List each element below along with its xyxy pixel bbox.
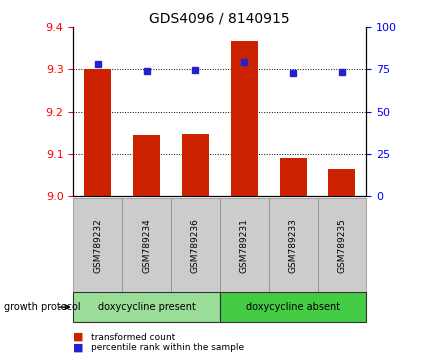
Bar [317,198,365,292]
Bar [230,41,257,196]
Text: GSM789232: GSM789232 [93,218,102,273]
Bar [219,292,366,322]
Bar [181,133,209,196]
Bar [171,198,219,292]
Text: growth protocol: growth protocol [4,302,81,312]
Text: GSM789233: GSM789233 [288,218,297,273]
Bar [268,198,317,292]
Bar [279,158,306,196]
Bar [133,135,160,196]
Text: GSM789236: GSM789236 [190,218,200,273]
Text: GSM789231: GSM789231 [239,218,248,273]
Text: percentile rank within the sample: percentile rank within the sample [90,343,243,352]
Bar [219,198,268,292]
Bar [73,198,122,292]
Bar [122,198,171,292]
Text: transformed count: transformed count [90,332,174,342]
Bar [84,69,111,196]
Text: GSM789234: GSM789234 [142,218,150,273]
Text: doxycycline absent: doxycycline absent [246,302,339,312]
Text: GSM789235: GSM789235 [337,218,346,273]
Text: doxycycline present: doxycycline present [97,302,195,312]
Title: GDS4096 / 8140915: GDS4096 / 8140915 [149,11,289,25]
Text: ■: ■ [73,332,83,342]
Bar [328,169,354,196]
Bar [73,292,219,322]
Text: ■: ■ [73,343,83,353]
